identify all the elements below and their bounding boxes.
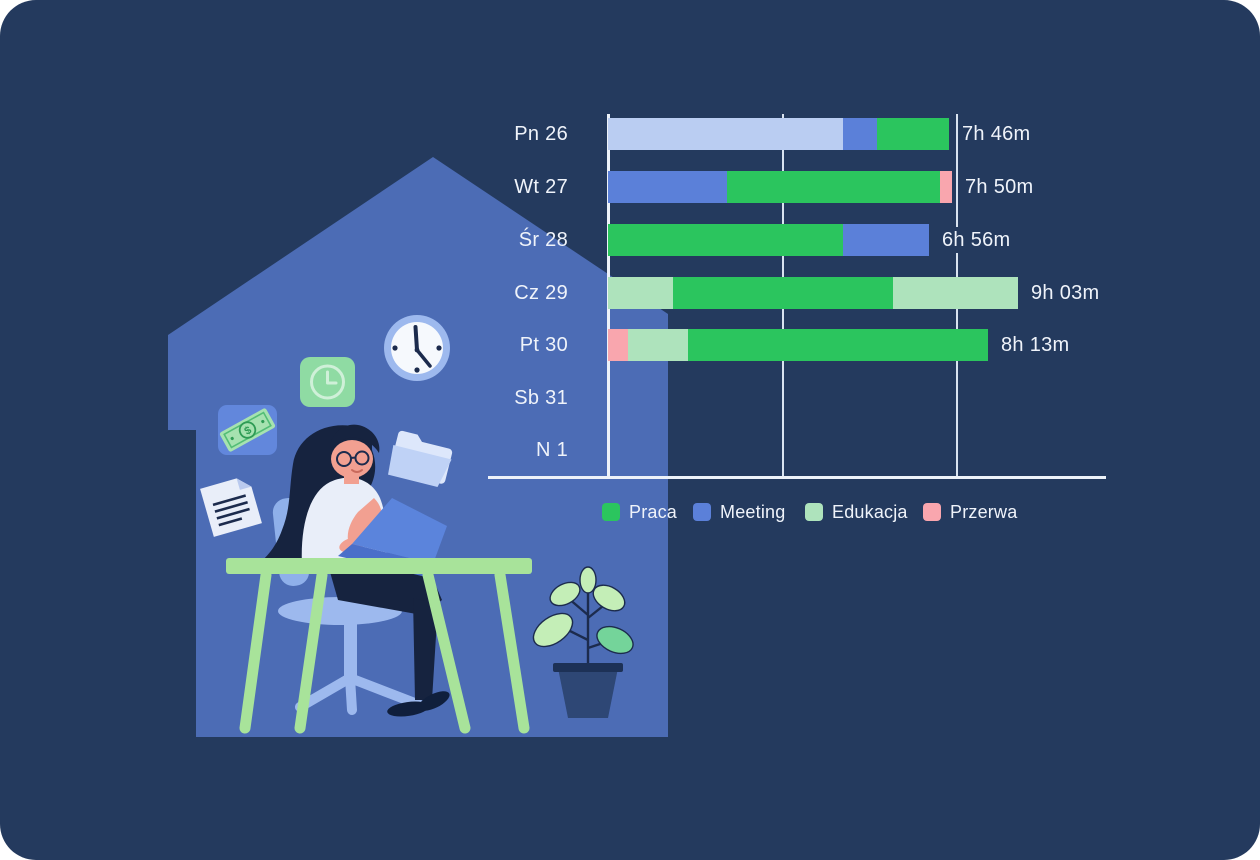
total-duration-label: 8h 13m bbox=[998, 332, 1073, 358]
day-label: Śr 28 bbox=[518, 229, 568, 251]
legend-swatch-edukacja bbox=[805, 503, 823, 521]
legend-item-meeting: Meeting bbox=[693, 502, 785, 522]
desk bbox=[226, 558, 532, 734]
bar-segment-praca bbox=[877, 118, 949, 150]
bar-segment-przerwa bbox=[608, 329, 628, 361]
legend-swatch-praca bbox=[602, 503, 620, 521]
bar-segment-other_light_blue bbox=[608, 118, 843, 150]
stacked-bar bbox=[608, 224, 929, 256]
wall-clock-icon bbox=[384, 315, 450, 381]
stacked-bar bbox=[608, 329, 988, 361]
day-label: Pn 26 bbox=[514, 123, 568, 145]
bar-segment-edukacja bbox=[608, 276, 673, 309]
bar-segment-meeting bbox=[843, 224, 929, 256]
bar-segment-praca bbox=[673, 276, 893, 309]
day-label: Pt 30 bbox=[519, 334, 568, 356]
day-label: Wt 27 bbox=[514, 176, 568, 198]
total-duration-label: 7h 46m bbox=[959, 121, 1034, 147]
legend-label: Edukacja bbox=[832, 502, 908, 522]
legend-label: Meeting bbox=[720, 502, 786, 522]
money-icon: $ bbox=[218, 405, 277, 455]
legend-item-przerwa: Przerwa bbox=[923, 502, 1017, 522]
dollar-glyph: $ bbox=[242, 424, 253, 437]
total-duration-label: 7h 50m bbox=[962, 174, 1037, 200]
bar-segment-praca bbox=[608, 224, 843, 256]
stacked-bar bbox=[608, 118, 949, 150]
bar-segment-edukacja bbox=[628, 329, 688, 361]
legend-label: Przerwa bbox=[950, 502, 1018, 522]
potted-plant bbox=[532, 566, 634, 718]
category-axis-line bbox=[488, 476, 1106, 479]
stacked-bar bbox=[608, 276, 1018, 309]
day-label: N 1 bbox=[535, 439, 568, 461]
clock-badge-icon bbox=[300, 357, 355, 407]
woman-working-on-laptop bbox=[257, 424, 450, 717]
legend-swatch-meeting bbox=[693, 503, 711, 521]
bar-segment-praca bbox=[727, 171, 940, 203]
legend-label: Praca bbox=[629, 502, 678, 522]
folder-icon bbox=[388, 430, 453, 487]
bar-segment-meeting bbox=[843, 118, 877, 150]
legend-item-edukacja: Edukacja bbox=[805, 502, 908, 522]
total-duration-label: 9h 03m bbox=[1028, 279, 1103, 306]
day-label: Sb 31 bbox=[514, 387, 568, 409]
legend-item-praca: Praca bbox=[602, 502, 677, 522]
stacked-bar bbox=[608, 171, 952, 203]
bar-segment-meeting bbox=[608, 171, 727, 203]
bar-segment-przerwa bbox=[940, 171, 952, 203]
total-duration-label: 6h 56m bbox=[939, 227, 1014, 253]
bar-segment-praca bbox=[688, 329, 988, 361]
day-label: Cz 29 bbox=[514, 281, 568, 304]
bar-segment-edukacja bbox=[893, 276, 1018, 309]
document-icon bbox=[200, 478, 262, 537]
legend-swatch-przerwa bbox=[923, 503, 941, 521]
